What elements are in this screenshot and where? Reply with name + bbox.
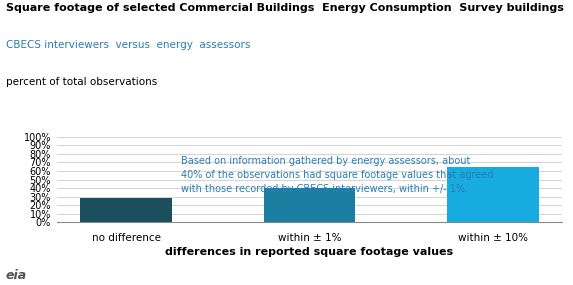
Text: CBECS interviewers  versus  energy  assessors: CBECS interviewers versus energy assesso… [6,40,250,50]
Text: Based on information gathered by energy assessors, about
40% of the observations: Based on information gathered by energy … [181,156,493,194]
Bar [264,188,355,222]
Text: Square footage of selected Commercial Buildings  Energy Consumption  Survey buil: Square footage of selected Commercial Bu… [6,3,564,13]
Bar [80,198,172,222]
Text: percent of total observations: percent of total observations [6,77,157,87]
Bar [447,167,539,222]
X-axis label: differences in reported square footage values: differences in reported square footage v… [166,247,453,257]
Text: eia: eia [6,269,27,282]
